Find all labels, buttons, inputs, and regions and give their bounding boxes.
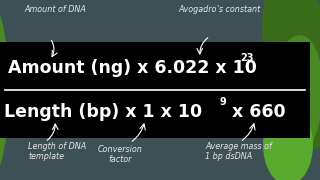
Text: 23: 23 — [240, 53, 253, 63]
Text: Length (bp) x 1 x 10: Length (bp) x 1 x 10 — [4, 103, 202, 121]
Text: Length of DNA
template: Length of DNA template — [28, 142, 86, 161]
Text: 9: 9 — [219, 97, 226, 107]
FancyBboxPatch shape — [0, 42, 310, 138]
Ellipse shape — [0, 0, 10, 180]
Ellipse shape — [267, 35, 320, 165]
Ellipse shape — [263, 105, 313, 180]
Text: x 660: x 660 — [226, 103, 286, 121]
Text: Conversion
factor: Conversion factor — [98, 145, 142, 164]
Text: Avogadro’s constant: Avogadro’s constant — [179, 5, 261, 14]
Text: Amount (ng) x 6.022 x 10: Amount (ng) x 6.022 x 10 — [8, 59, 257, 77]
Text: Amount of DNA: Amount of DNA — [24, 5, 86, 14]
Ellipse shape — [262, 0, 320, 149]
Text: Average mass of
1 bp dsDNA: Average mass of 1 bp dsDNA — [205, 142, 272, 161]
